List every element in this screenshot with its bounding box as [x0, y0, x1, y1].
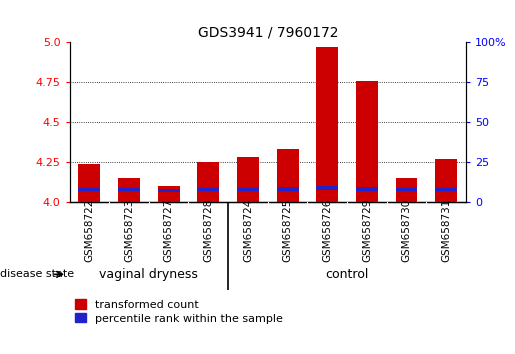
Text: disease state: disease state	[0, 269, 74, 279]
Text: vaginal dryness: vaginal dryness	[99, 268, 198, 281]
Bar	[277, 187, 299, 190]
Bar	[78, 188, 100, 192]
Bar	[197, 162, 219, 202]
Bar	[197, 188, 219, 192]
Bar	[435, 159, 457, 202]
Text: GSM658724: GSM658724	[243, 198, 253, 262]
Title: GDS3941 / 7960172: GDS3941 / 7960172	[198, 26, 338, 40]
Bar	[435, 188, 457, 192]
Text: GSM658729: GSM658729	[362, 198, 372, 262]
Text: GSM658726: GSM658726	[322, 198, 332, 262]
Bar	[277, 149, 299, 202]
Text: GSM658727: GSM658727	[164, 198, 174, 262]
Text: GSM658723: GSM658723	[124, 198, 134, 262]
Bar	[316, 47, 338, 202]
Bar	[118, 188, 140, 192]
Bar	[356, 81, 378, 202]
Bar	[356, 187, 378, 190]
Bar	[158, 189, 180, 192]
Text: GSM658731: GSM658731	[441, 198, 451, 262]
Text: control: control	[325, 268, 369, 281]
Legend: transformed count, percentile rank within the sample: transformed count, percentile rank withi…	[75, 299, 283, 324]
Bar	[316, 186, 338, 190]
Bar	[158, 186, 180, 202]
Text: GSM658728: GSM658728	[203, 198, 213, 262]
Text: GSM658722: GSM658722	[84, 198, 94, 262]
Text: GSM658725: GSM658725	[283, 198, 293, 262]
Bar	[396, 178, 418, 202]
Bar	[396, 188, 418, 192]
Bar	[237, 157, 259, 202]
Bar	[118, 178, 140, 202]
Bar	[237, 188, 259, 192]
Bar	[78, 164, 100, 202]
Text: GSM658730: GSM658730	[402, 199, 411, 262]
